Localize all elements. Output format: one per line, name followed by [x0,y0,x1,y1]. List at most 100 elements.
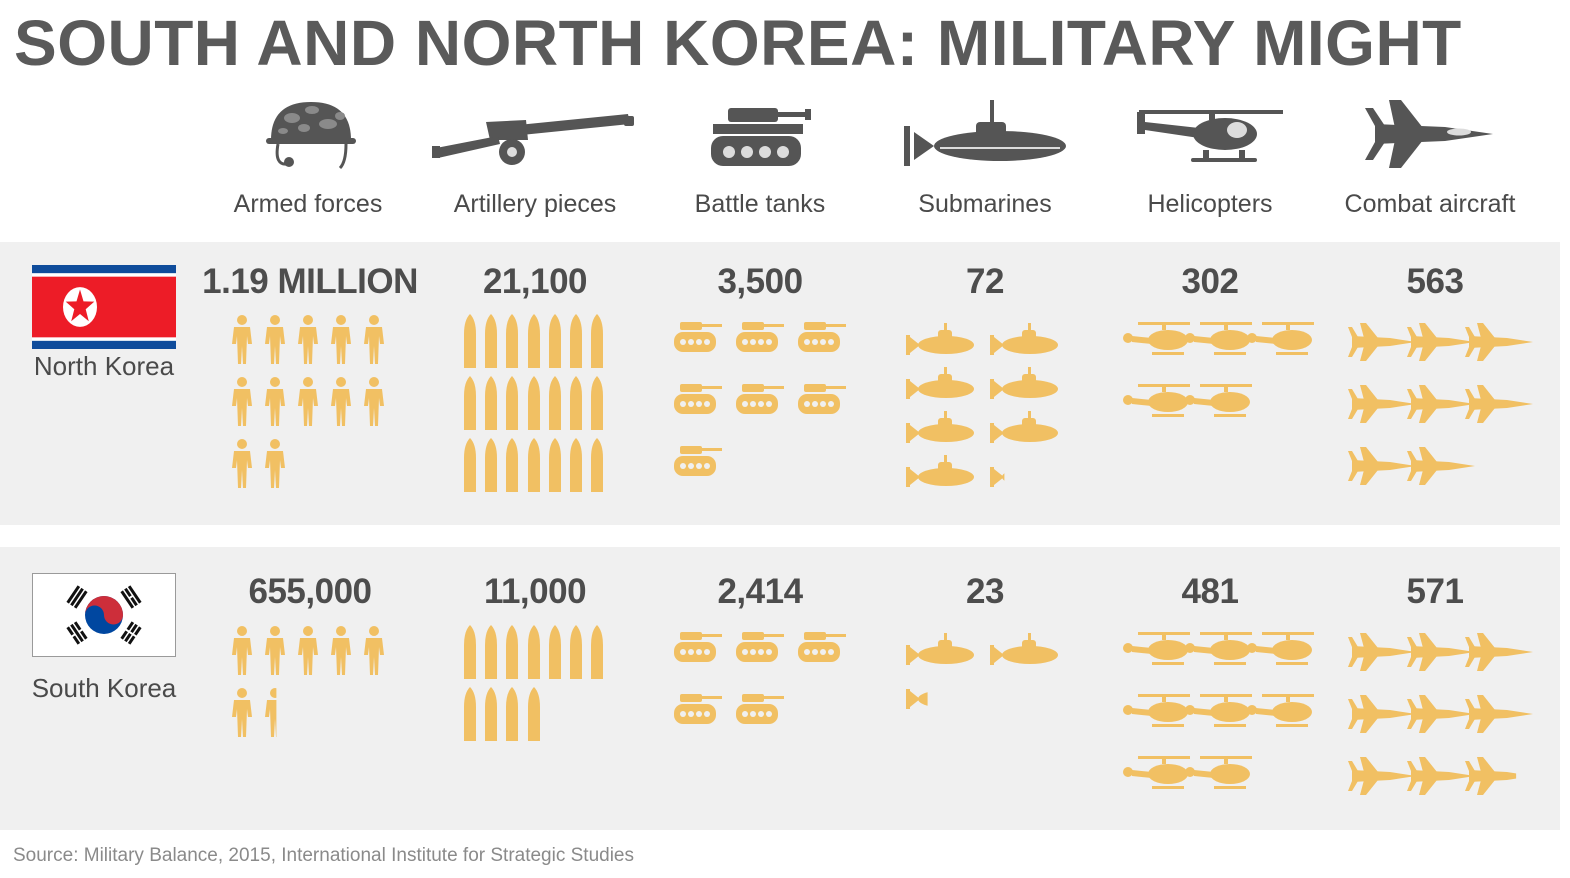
shell-pictogram [570,438,582,492]
sub-pictogram [906,323,974,355]
jet-pictogram [1348,323,1416,361]
shell-pictogram [464,687,476,741]
shell-pictogram [485,314,498,368]
south-korea-row [0,547,1560,830]
jet-pictogram [1465,695,1533,733]
person-pictogram [232,377,252,426]
jet-pictogram [1465,633,1533,671]
jet-pictogram [1406,447,1475,485]
heli-pictogram [1185,384,1252,417]
sk-helicopters-value: 481 [1181,572,1239,611]
helmet-icon [208,96,418,172]
heli-pictogram [1247,322,1314,355]
sub-pictogram [906,633,974,665]
heli-pictogram [1247,694,1314,727]
heli-pictogram [1123,756,1190,789]
shell-pictogram [548,314,561,368]
shell-pictogram [548,376,561,430]
tank-pictogram [736,322,784,352]
artillery-icon [428,96,638,172]
shell-pictogram [462,500,478,554]
jet-pictogram [1406,323,1475,361]
heli-pictogram [1123,694,1190,727]
shell-pictogram [506,687,519,741]
category-label-artillery: Artillery pieces [453,190,617,218]
heli-pictogram [1247,632,1314,665]
tank-pictogram [736,632,784,662]
sub-pictogram [906,689,928,709]
shell-pictogram [464,438,476,492]
sub-pictogram [990,367,1058,399]
sub-pictogram [906,367,974,399]
jet-pictogram [1348,757,1416,795]
shell-pictogram [548,438,561,492]
shell-pictogram [464,376,476,430]
submarine-icon [880,96,1090,172]
shell-pictogram [485,687,498,741]
person-pictogram [331,626,351,675]
shell-pictogram [485,376,498,430]
heli-pictogram [1185,632,1252,665]
shell-pictogram [591,376,604,430]
page-title: SOUTH AND NORTH KOREA: MILITARY MIGHT [14,7,1462,79]
north-korea-row [0,242,1560,525]
shell-pictogram [506,438,519,492]
person-pictogram [298,626,318,675]
person-pictogram [364,315,384,364]
jet-pictogram [1348,633,1416,671]
north-korea-flag [32,265,176,349]
shell-pictogram [527,314,540,368]
sk-combat-aircraft-value: 571 [1406,572,1464,611]
nk-armed-forces-value: 1.19 MILLION [202,262,418,301]
shell-pictogram [464,625,476,679]
heli-pictogram [1123,322,1190,355]
shell-pictogram [570,314,582,368]
shell-pictogram [527,438,540,492]
jet-icon [1325,96,1535,172]
tank-pictogram [736,384,784,414]
tank-pictogram [674,384,722,414]
sub-pictogram [906,411,974,443]
nk-tanks-value: 3,500 [717,262,803,301]
person-pictogram [331,315,351,364]
jet-pictogram [1465,323,1533,361]
country-name-north-korea: North Korea [33,351,175,381]
person-pictogram [265,315,285,364]
jet-pictogram [1406,757,1475,795]
tank-icon [655,96,865,172]
person-pictogram [364,626,384,675]
person-pictogram [298,315,318,364]
tank-pictogram [736,694,784,724]
category-label-helicopters: Helicopters [1147,190,1273,218]
tank-pictogram [674,694,722,724]
shell-pictogram [527,687,540,741]
sub-pictogram [990,467,1005,487]
sk-submarines-value: 23 [966,572,1004,611]
person-pictogram [364,377,384,426]
helicopter-icon [1105,96,1315,172]
person-pictogram [232,439,252,488]
jet-pictogram [1348,695,1416,733]
sub-pictogram [990,633,1058,665]
sub-pictogram [906,455,974,487]
jet-pictogram [1406,695,1475,733]
person-pictogram [232,315,252,364]
south-korea-flag [32,573,176,657]
shell-pictogram [527,376,540,430]
heli-pictogram [1123,384,1190,417]
nk-submarines-value: 72 [966,262,1004,301]
person-pictogram [232,626,252,675]
tank-pictogram [798,322,846,352]
sk-artillery-value: 11,000 [483,572,587,611]
person-pictogram [232,688,252,737]
person-pictogram [265,439,285,488]
jet-pictogram [1406,633,1475,671]
shell-pictogram [527,625,540,679]
heli-pictogram [1185,756,1252,789]
category-label-submarines: Submarines [918,190,1052,218]
shell-pictogram [485,438,498,492]
person-pictogram [331,377,351,426]
category-label-combat-aircraft: Combat aircraft [1344,190,1516,218]
shell-pictogram [570,376,582,430]
sub-pictogram [990,323,1058,355]
